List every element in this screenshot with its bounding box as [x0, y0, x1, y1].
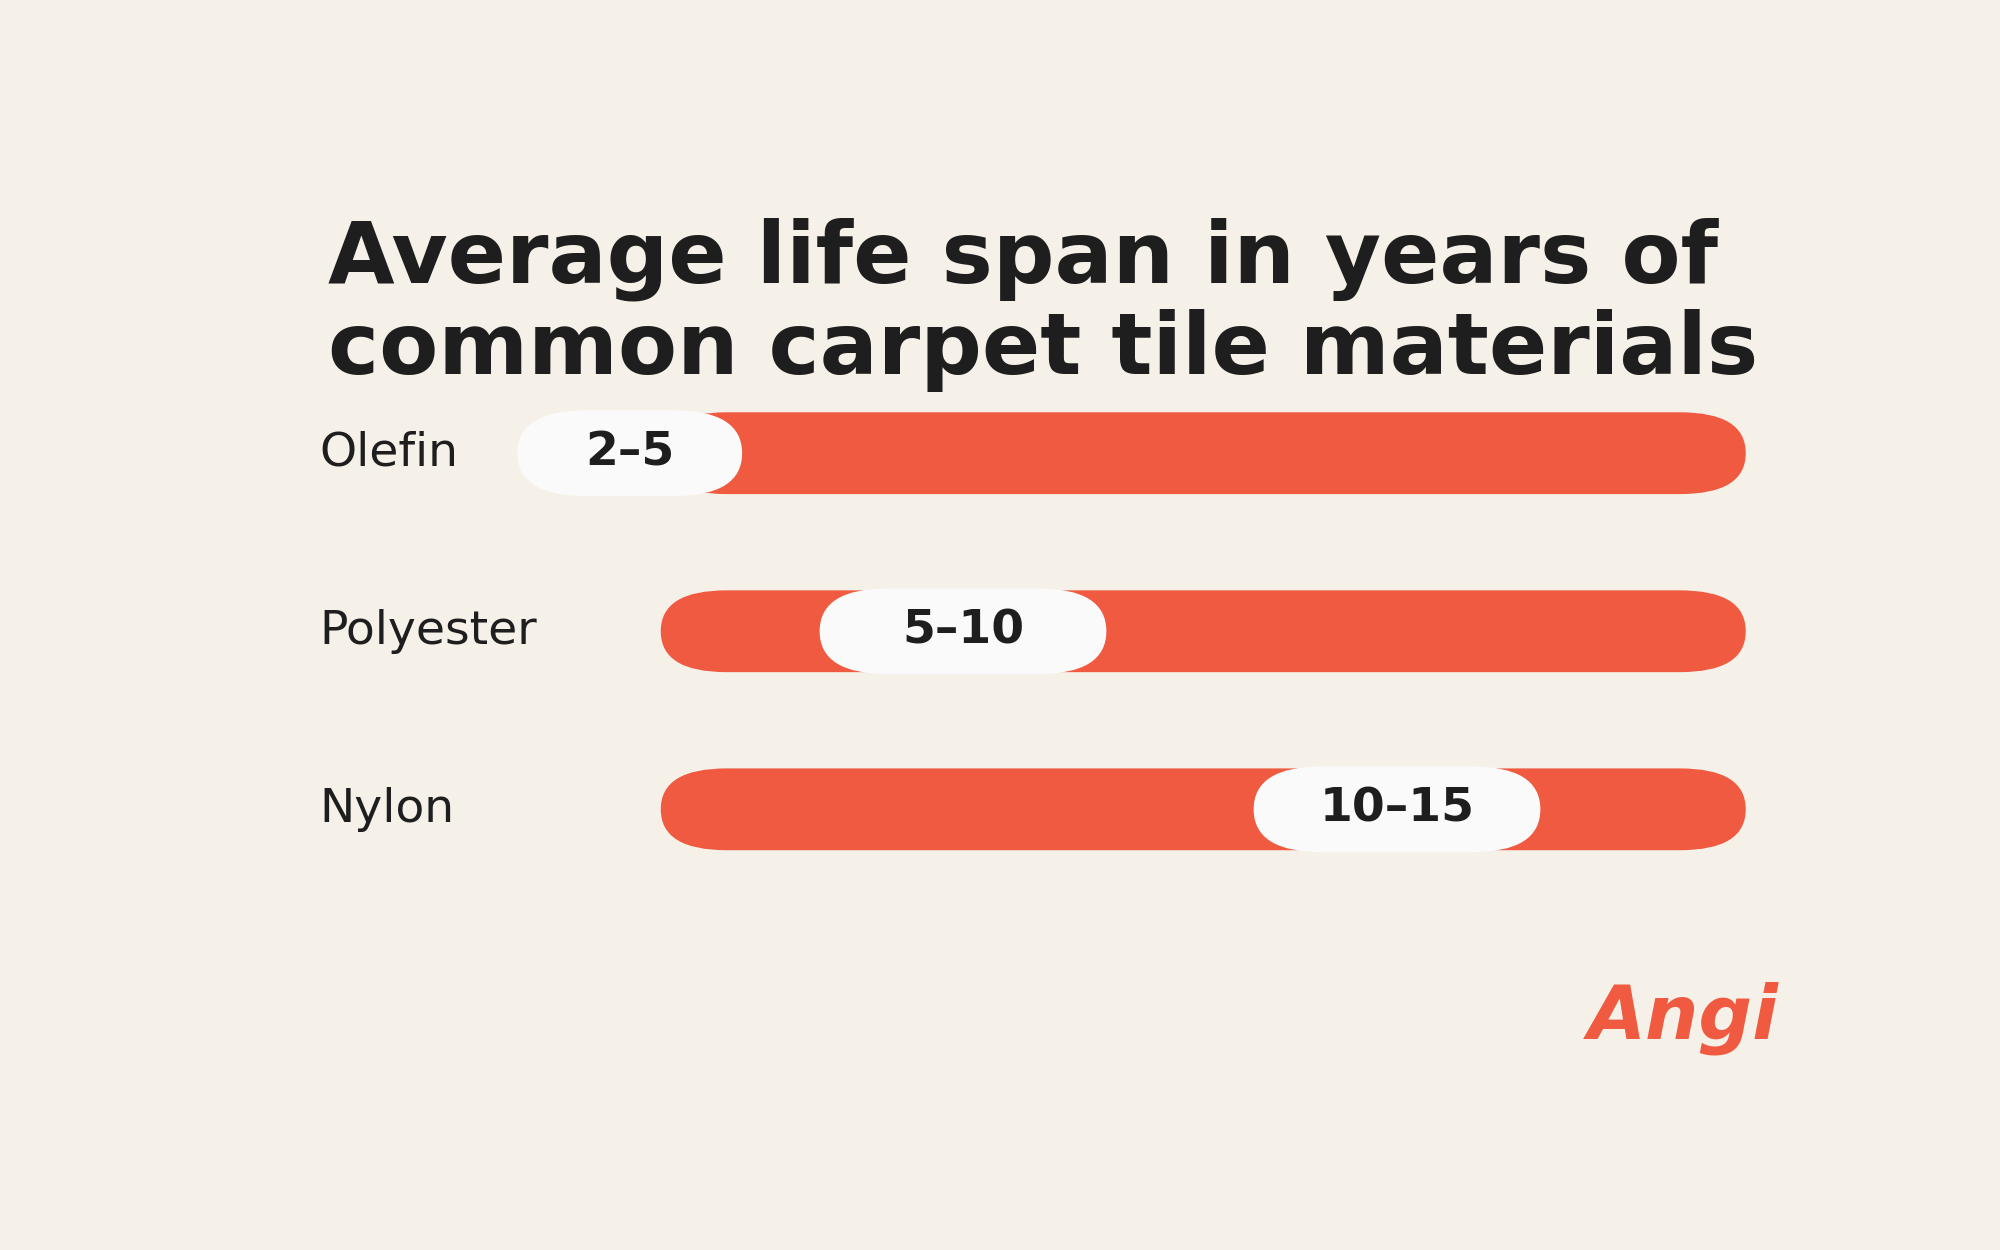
Text: Angi: Angi: [1588, 981, 1780, 1055]
FancyBboxPatch shape: [518, 410, 742, 496]
FancyBboxPatch shape: [660, 769, 1746, 850]
FancyBboxPatch shape: [660, 412, 1746, 494]
FancyBboxPatch shape: [1254, 766, 1540, 853]
Text: Polyester: Polyester: [320, 609, 538, 654]
Text: 10–15: 10–15: [1320, 786, 1474, 831]
Text: Average life span in years of
common carpet tile materials: Average life span in years of common car…: [328, 217, 1758, 391]
FancyBboxPatch shape: [660, 590, 1746, 673]
Text: Nylon: Nylon: [320, 786, 454, 831]
FancyBboxPatch shape: [820, 589, 1106, 674]
Text: 5–10: 5–10: [902, 609, 1024, 654]
Text: Olefin: Olefin: [320, 431, 458, 476]
Text: 2–5: 2–5: [586, 431, 674, 476]
